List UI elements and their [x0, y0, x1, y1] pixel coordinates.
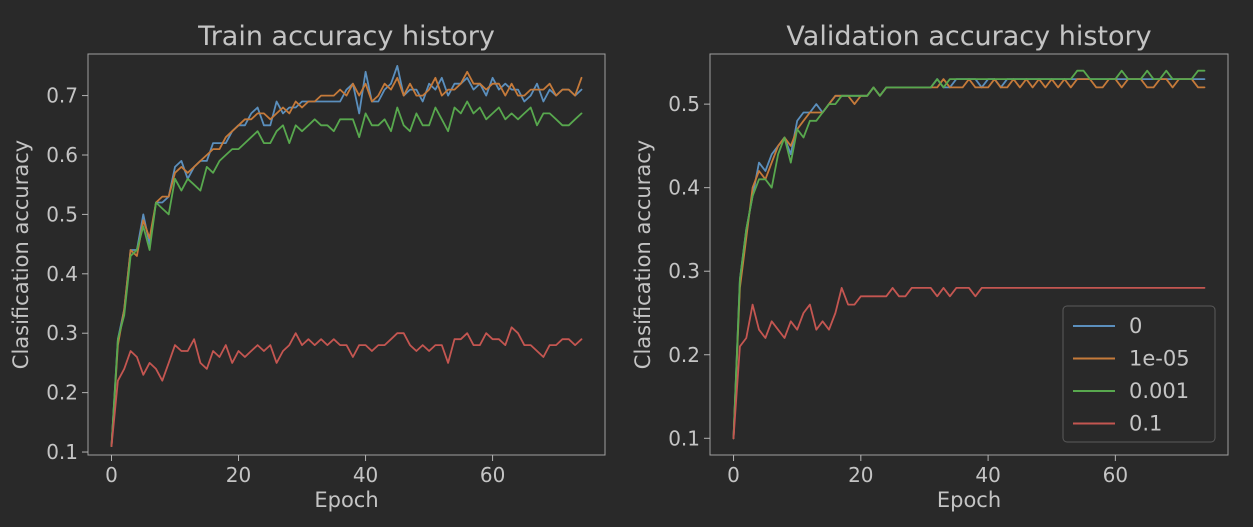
train-y-tick-label: 0.2: [46, 381, 78, 405]
train-chart-title: Train accuracy history: [197, 21, 495, 52]
train-y-tick-label: 0.1: [46, 440, 78, 464]
validation-plot-frame: [709, 53, 1229, 456]
train-series-line-0-001: [110, 100, 583, 448]
validation-x-tick-label: 40: [975, 463, 1000, 487]
validation-series-line-0-1: [732, 286, 1206, 440]
validation-y-tick-label: 0.4: [668, 176, 700, 200]
train-y-tick-label: 0.5: [46, 202, 78, 226]
validation-chart-title: Validation accuracy history: [786, 21, 1151, 52]
train-y-tick-label: 0.7: [46, 84, 78, 108]
legend-label: 1e-05: [1129, 347, 1190, 371]
validation-y-tick-label: 0.2: [668, 343, 700, 367]
train-y-tick-label: 0.4: [46, 262, 78, 286]
validation-y-tick-label: 0.3: [668, 259, 700, 283]
train-x-tick-label: 20: [226, 463, 251, 487]
train-series-line-0: [110, 65, 583, 448]
validation-x-tick-label: 20: [848, 463, 873, 487]
validation-x-tick-label: 60: [1103, 463, 1128, 487]
validation-accuracy-panel: 0 20 40 60 0.1 0.2 0.3 0.4 0.5 Validation accurac…: [631, 21, 1229, 512]
train-y-axis-label: Clasification accuracy: [9, 140, 33, 369]
train-x-tick-label: 60: [480, 463, 505, 487]
train-plot-frame: [87, 53, 606, 456]
validation-y-tick-label: 0.5: [668, 92, 700, 116]
legend-box: [1062, 305, 1216, 443]
train-x-tick-label: 0: [105, 463, 118, 487]
validation-series-line-0-001: [732, 69, 1206, 440]
validation-y-axis-label: Clasification accuracy: [631, 140, 655, 369]
legend-label: 0.001: [1129, 379, 1189, 403]
train-y-tick-label: 0.3: [46, 321, 78, 345]
train-series-line-1e-05: [110, 70, 583, 448]
validation-x-axis-label: Epoch: [937, 488, 1001, 512]
validation-y-tick-label: 0.1: [668, 426, 700, 450]
train-x-tick-label: 40: [353, 463, 378, 487]
validation-x-tick-label: 0: [727, 463, 740, 487]
train-series-line-0-1: [110, 326, 583, 448]
validation-legend: 0 1e-05 0.001 0.1: [1062, 305, 1216, 443]
legend-label: 0: [1129, 314, 1142, 338]
train-accuracy-panel: 0 20 40 60 0.1 0.2 0.3 0.4 0.5 0.6 0.7 Train accura…: [9, 21, 606, 512]
train-y-tick-label: 0.6: [46, 143, 78, 167]
train-x-axis-label: Epoch: [314, 488, 378, 512]
legend-label: 0.1: [1129, 412, 1162, 436]
